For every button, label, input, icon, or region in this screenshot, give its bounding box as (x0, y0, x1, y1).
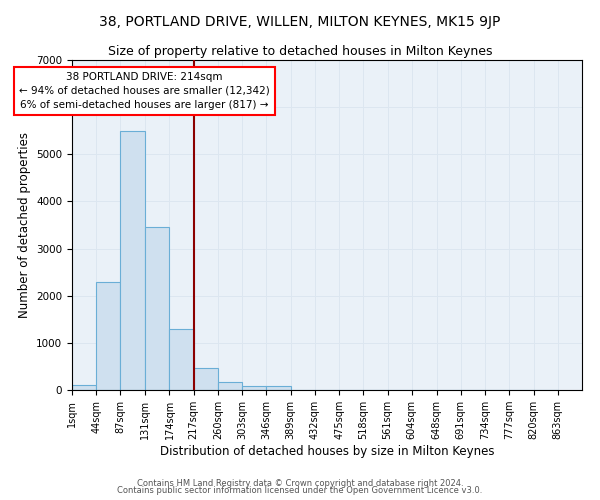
Text: Size of property relative to detached houses in Milton Keynes: Size of property relative to detached ho… (108, 45, 492, 58)
Text: 38, PORTLAND DRIVE, WILLEN, MILTON KEYNES, MK15 9JP: 38, PORTLAND DRIVE, WILLEN, MILTON KEYNE… (100, 15, 500, 29)
Y-axis label: Number of detached properties: Number of detached properties (17, 132, 31, 318)
Bar (72, 386, 96, 390)
Bar (145, 228, 169, 390)
Bar (218, 382, 242, 390)
Text: Contains public sector information licensed under the Open Government Licence v3: Contains public sector information licen… (118, 486, 482, 495)
Text: 38 PORTLAND DRIVE: 214sqm
← 94% of detached houses are smaller (12,342)
6% of se: 38 PORTLAND DRIVE: 214sqm ← 94% of detac… (19, 72, 270, 110)
Bar (242, 386, 266, 390)
X-axis label: Distribution of detached houses by size in Milton Keynes: Distribution of detached houses by size … (160, 445, 494, 458)
Bar (96, 282, 121, 390)
Text: Contains HM Land Registry data © Crown copyright and database right 2024.: Contains HM Land Registry data © Crown c… (137, 478, 463, 488)
Bar (169, 328, 194, 390)
Bar (121, 130, 145, 390)
Bar (194, 368, 218, 390)
Bar (266, 386, 290, 390)
